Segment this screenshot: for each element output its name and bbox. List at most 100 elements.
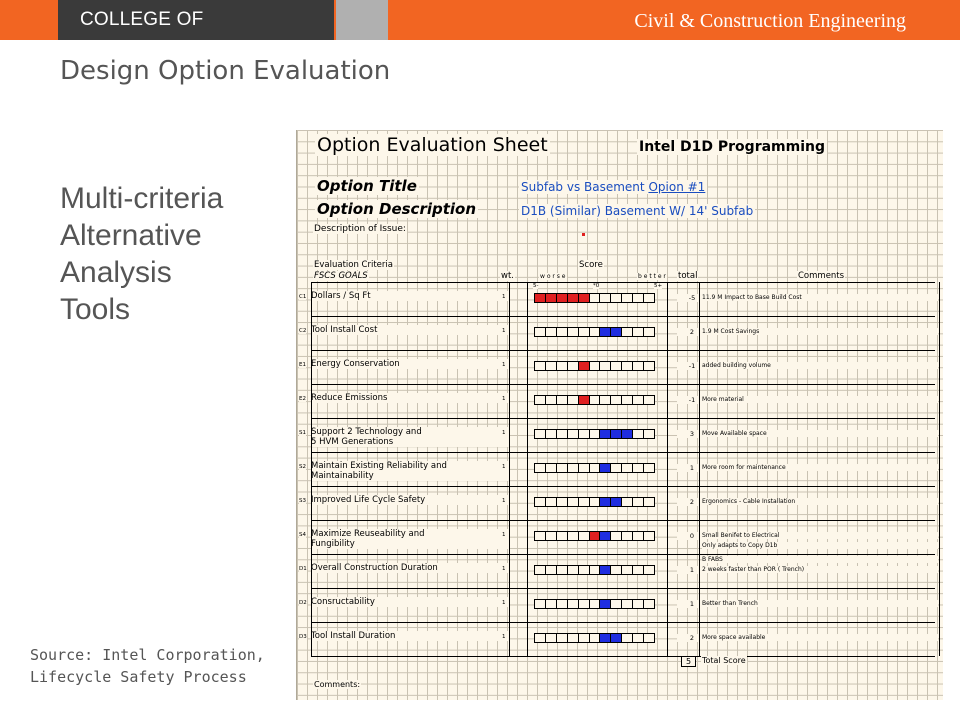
score-cells bbox=[534, 429, 655, 439]
column-divider bbox=[939, 282, 940, 656]
criterion-comment: More room for maintenance bbox=[702, 464, 938, 471]
score-cells bbox=[534, 361, 655, 371]
criterion-comment-pre: B FABS bbox=[702, 556, 938, 563]
score-cells bbox=[534, 395, 655, 405]
criterion-name-line: Consructability bbox=[311, 597, 375, 607]
criterion-code: S3 bbox=[299, 498, 306, 504]
score-cell bbox=[643, 361, 655, 371]
criterion-name: Dollars / Sq Ft bbox=[311, 291, 509, 301]
criterion-name-line: Improved Life Cycle Safety bbox=[311, 495, 426, 505]
column-divider bbox=[699, 282, 700, 656]
score-cell bbox=[643, 497, 655, 507]
criterion-name-line: Support 2 Technology and bbox=[311, 427, 422, 437]
score-cell bbox=[643, 531, 655, 541]
criterion-weight: 1 bbox=[502, 464, 506, 470]
evaluation-sheet-image: Option Evaluation Sheet Intel D1D Progra… bbox=[296, 130, 943, 700]
scale-zero: *0 bbox=[593, 283, 600, 289]
scale-minus: 5- bbox=[533, 283, 539, 289]
criterion-name: Reduce Emissions bbox=[311, 393, 509, 403]
criterion-comment-2: Only adapts to Copy D1b bbox=[702, 542, 938, 549]
wt-label: wt. bbox=[500, 271, 515, 281]
criterion-weight: 1 bbox=[502, 498, 506, 504]
row-separator bbox=[311, 656, 935, 657]
score-cells bbox=[534, 599, 655, 609]
criterion-code: D2 bbox=[299, 600, 307, 606]
option-desc-value: D1B (Similar) Basement W/ 14' Subfab bbox=[519, 204, 756, 218]
criterion-name-line: Maintain Existing Reliability and bbox=[311, 461, 447, 471]
option-link[interactable]: Opion #1 bbox=[648, 180, 706, 194]
header-banner: COLLEGE OF ENGINEERING Civil & Construct… bbox=[0, 0, 960, 70]
criterion-total: -1 bbox=[677, 362, 707, 370]
criterion-name: Improved Life Cycle Safety bbox=[311, 495, 509, 505]
column-divider bbox=[667, 282, 668, 656]
criterion-comment: added building volume bbox=[702, 362, 938, 369]
criterion-comment: 11.9 M Impact to Base Build Cost bbox=[702, 294, 938, 301]
marker-dot bbox=[582, 233, 585, 236]
option-title-value: Subfab vs Basement Opion #1 bbox=[519, 180, 708, 194]
department-label: Civil & Construction Engineering bbox=[634, 10, 906, 32]
better-label: b e t t e r bbox=[637, 273, 667, 280]
issue-label: Description of Issue: bbox=[313, 224, 407, 234]
criterion-comment: Better than Trench bbox=[702, 600, 938, 607]
subtitle-line: Analysis bbox=[60, 256, 172, 289]
score-cell bbox=[643, 293, 655, 303]
criterion-total: 1 bbox=[677, 566, 707, 574]
row-separator bbox=[311, 350, 935, 351]
criterion-name-line: Tool Install Duration bbox=[311, 631, 396, 641]
criterion-name-line: Fungibility bbox=[311, 539, 355, 549]
row-separator bbox=[311, 452, 935, 453]
criterion-name: Tool Install Duration bbox=[311, 631, 509, 641]
score-cell bbox=[643, 395, 655, 405]
criterion-total: 2 bbox=[677, 634, 707, 642]
criterion-code: D1 bbox=[299, 566, 307, 572]
subtitle-line: Alternative bbox=[60, 219, 202, 252]
criterion-name-line: Energy Conservation bbox=[311, 359, 400, 369]
score-label: Score bbox=[578, 260, 604, 270]
criterion-weight: 1 bbox=[502, 396, 506, 402]
criterion-weight: 1 bbox=[502, 532, 506, 538]
criterion-name-line: Dollars / Sq Ft bbox=[311, 291, 371, 301]
criterion-name-line: Maximize Reuseability and bbox=[311, 529, 425, 539]
criterion-comment: Ergonomics - Cable Installation bbox=[702, 498, 938, 505]
row-separator bbox=[311, 418, 935, 419]
score-cells bbox=[534, 497, 655, 507]
score-cell bbox=[643, 599, 655, 609]
criterion-comment: 1.9 M Cost Savings bbox=[702, 328, 938, 335]
criterion-code: S2 bbox=[299, 464, 306, 470]
option-desc-label: Option Description bbox=[315, 200, 479, 218]
criterion-code: C2 bbox=[299, 328, 307, 334]
sheet-program: Intel D1D Programming bbox=[637, 139, 828, 155]
criterion-code: E2 bbox=[299, 396, 306, 402]
criterion-weight: 1 bbox=[502, 566, 506, 572]
criterion-name-line: Maintainability bbox=[311, 471, 374, 481]
criterion-comment: More material bbox=[702, 396, 938, 403]
criterion-total: 0 bbox=[677, 532, 707, 540]
comments-footer: Comments: bbox=[313, 680, 362, 689]
subtitle-line: Tools bbox=[60, 293, 131, 326]
score-cell bbox=[643, 463, 655, 473]
college-label: COLLEGE OF ENGINEERING bbox=[58, 0, 334, 70]
score-cells bbox=[534, 463, 655, 473]
score-cells bbox=[534, 565, 655, 575]
slide-subtitle: Multi-criteria Alternative Analysis Tool… bbox=[60, 180, 280, 328]
column-divider bbox=[509, 282, 510, 656]
source-line: Source: Intel Corporation, bbox=[30, 646, 265, 664]
criterion-name: Consructability bbox=[311, 597, 509, 607]
score-cell bbox=[643, 633, 655, 643]
comments-label: Comments bbox=[797, 271, 846, 281]
page-title: Design Option Evaluation bbox=[60, 56, 391, 86]
option-title-text: Subfab vs Basement bbox=[521, 180, 645, 194]
eval-criteria-label: Evaluation Criteria bbox=[313, 260, 394, 270]
source-line: Lifecycle Safety Process bbox=[30, 668, 247, 686]
scale-plus: 5+ bbox=[654, 283, 663, 289]
criterion-weight: 1 bbox=[502, 600, 506, 606]
score-cell bbox=[643, 327, 655, 337]
criterion-name: Maintain Existing Reliability and Maintai… bbox=[311, 461, 509, 481]
row-separator bbox=[311, 588, 935, 589]
criterion-comment: 2 weeks faster than POR ( Trench) bbox=[702, 566, 938, 573]
criterion-name: Support 2 Technology and 5 HVM Generation… bbox=[311, 427, 509, 447]
criterion-code: C1 bbox=[299, 294, 307, 300]
sheet-title: Option Evaluation Sheet bbox=[315, 134, 550, 156]
score-cells bbox=[534, 531, 655, 541]
criterion-name: Energy Conservation bbox=[311, 359, 509, 369]
